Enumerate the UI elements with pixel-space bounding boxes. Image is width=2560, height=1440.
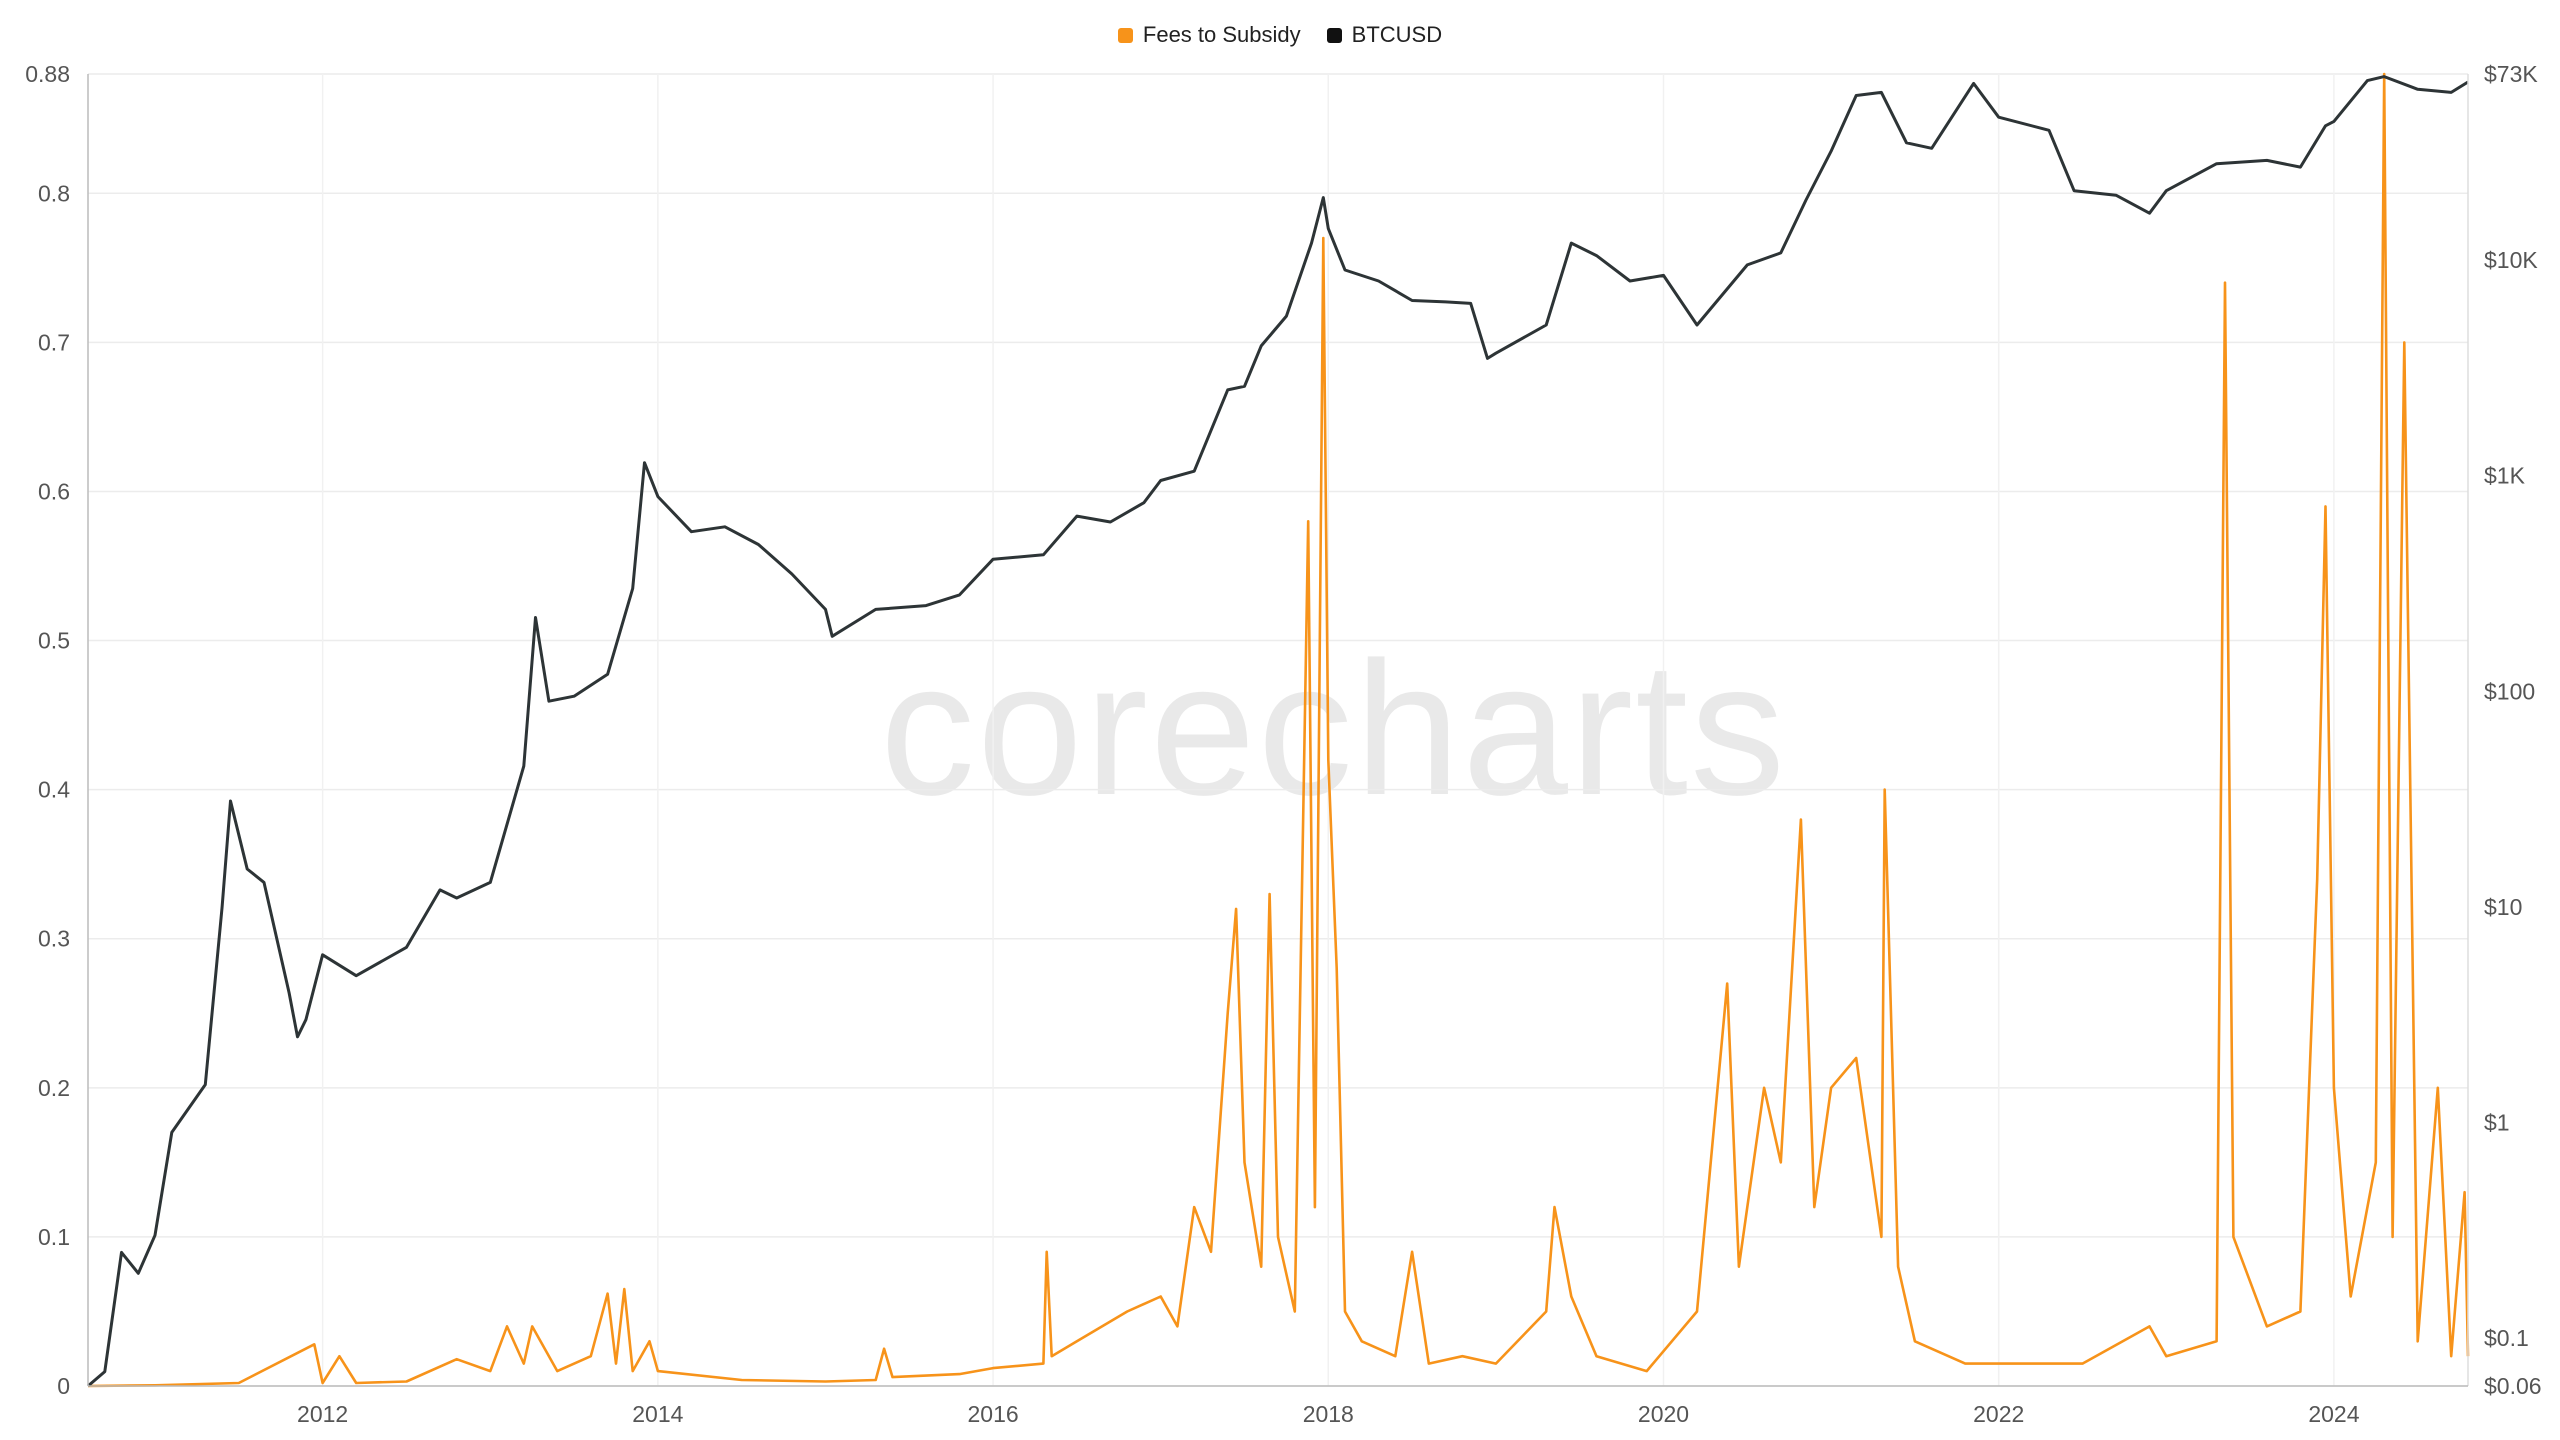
y-right-tick-label: $1	[2484, 1110, 2510, 1136]
y-left-tick-label: 0.2	[38, 1075, 70, 1101]
x-tick-label: 2022	[1973, 1401, 2024, 1427]
y-left-tick-label: 0.8	[38, 180, 70, 206]
series-layer	[87, 72, 2470, 1388]
x-tick-label: 2014	[632, 1401, 683, 1427]
legend-item-fees-to-subsidy[interactable]: Fees to Subsidy	[1117, 22, 1301, 48]
y-left-tick-label: 0.5	[38, 628, 70, 654]
series-line-btcusd	[87, 75, 2469, 1388]
watermark: corecharts	[880, 623, 1788, 835]
y-right-tick-label: $0.06	[2484, 1373, 2542, 1399]
x-tick-label: 2018	[1303, 1401, 1354, 1427]
y-right-tick-label: $10	[2484, 894, 2522, 920]
y-left-tick-label: 0.88	[25, 61, 70, 87]
x-tick-label: 2024	[2308, 1401, 2359, 1427]
legend-label-btcusd: BTCUSD	[1351, 22, 1443, 47]
x-tick-label: 2016	[967, 1401, 1018, 1427]
y-right-tick-label: $73K	[2484, 61, 2538, 87]
axes: 0 0.1 0.2 0.3 0.4 0.5 0.6 0.7 0.8 0.88 $0.06 $0.1 $1…	[25, 61, 2541, 1427]
y-right-tick-label: $10K	[2484, 247, 2538, 273]
y-right-tick-label: $100	[2484, 678, 2535, 704]
legend-swatch-btcusd	[1326, 27, 1342, 43]
y-right-tick-label: $0.1	[2484, 1325, 2529, 1351]
x-tick-label: 2012	[297, 1401, 348, 1427]
y-left-tick-label: 0.1	[38, 1224, 70, 1250]
legend-swatch-fees	[1117, 27, 1133, 43]
legend-label-fees: Fees to Subsidy	[1142, 22, 1301, 47]
y-right-tick-label: $1K	[2484, 463, 2526, 489]
series-line-fees-to-subsidy	[87, 72, 2470, 1388]
legend-item-btcusd[interactable]: BTCUSD	[1326, 22, 1443, 48]
y-left-tick-label: 0.4	[38, 777, 70, 803]
x-tick-label: 2020	[1638, 1401, 1689, 1427]
y-left-tick-label: 0.7	[38, 329, 70, 355]
legend: Fees to Subsidy BTCUSD	[0, 22, 2560, 48]
y-left-tick-label: 0.3	[38, 926, 70, 952]
y-left-tick-label: 0	[57, 1373, 70, 1399]
y-left-tick-label: 0.6	[38, 478, 70, 504]
